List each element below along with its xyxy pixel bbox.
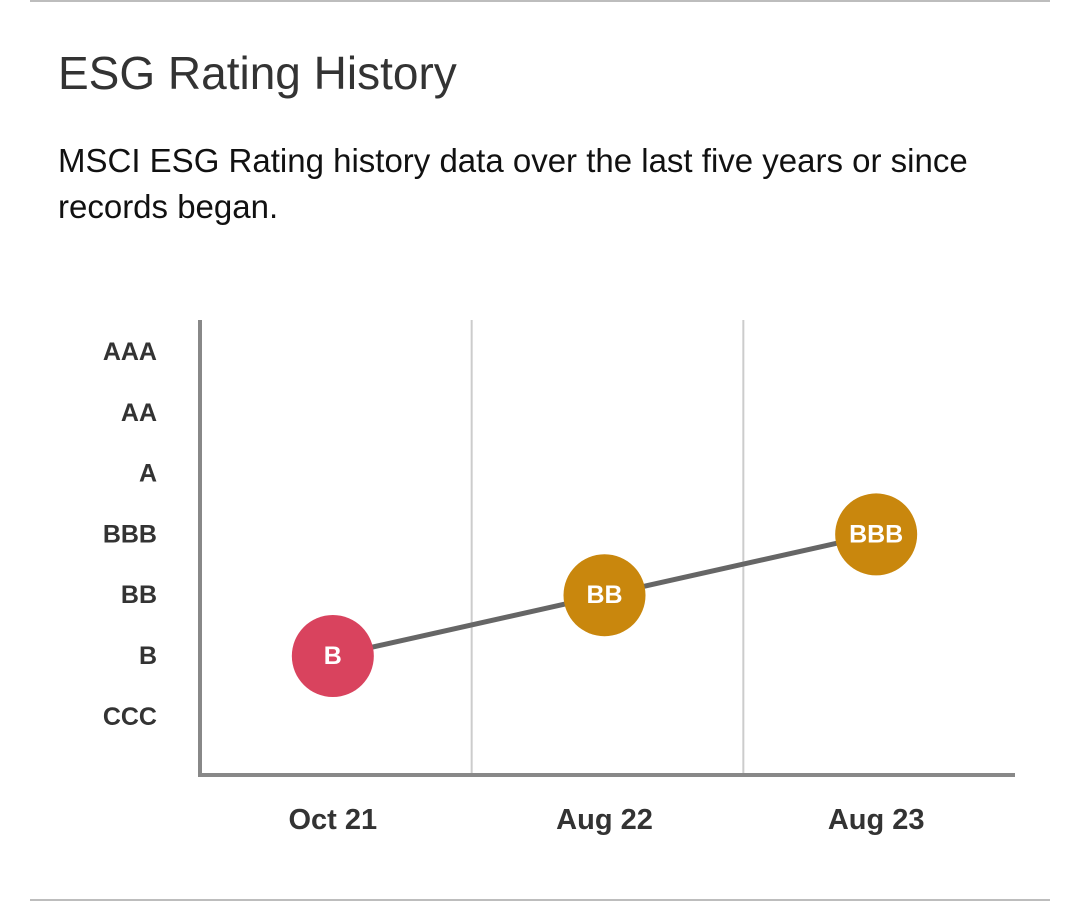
y-tick-label: BBB: [103, 520, 157, 548]
data-point-label: BBB: [849, 520, 903, 548]
x-tick-label: Aug 22: [556, 804, 653, 836]
y-tick-label: AAA: [103, 338, 157, 366]
bottom-divider: [30, 899, 1050, 901]
data-point-label: B: [324, 642, 342, 670]
x-tick-label: Oct 21: [288, 804, 377, 836]
y-tick-label: CCC: [103, 703, 157, 731]
top-divider: [30, 0, 1050, 2]
page-title: ESG Rating History: [58, 47, 457, 99]
data-point: [835, 493, 918, 576]
y-tick-label: AA: [121, 399, 157, 427]
y-tick-label: BB: [121, 581, 157, 609]
data-point: [563, 554, 646, 637]
y-tick-label: A: [139, 460, 157, 488]
data-point-label: BB: [586, 581, 622, 609]
y-tick-label: B: [139, 642, 157, 670]
x-tick-label: Aug 23: [828, 804, 925, 836]
data-point: [291, 615, 374, 697]
page-subtitle: MSCI ESG Rating history data over the la…: [58, 142, 968, 225]
